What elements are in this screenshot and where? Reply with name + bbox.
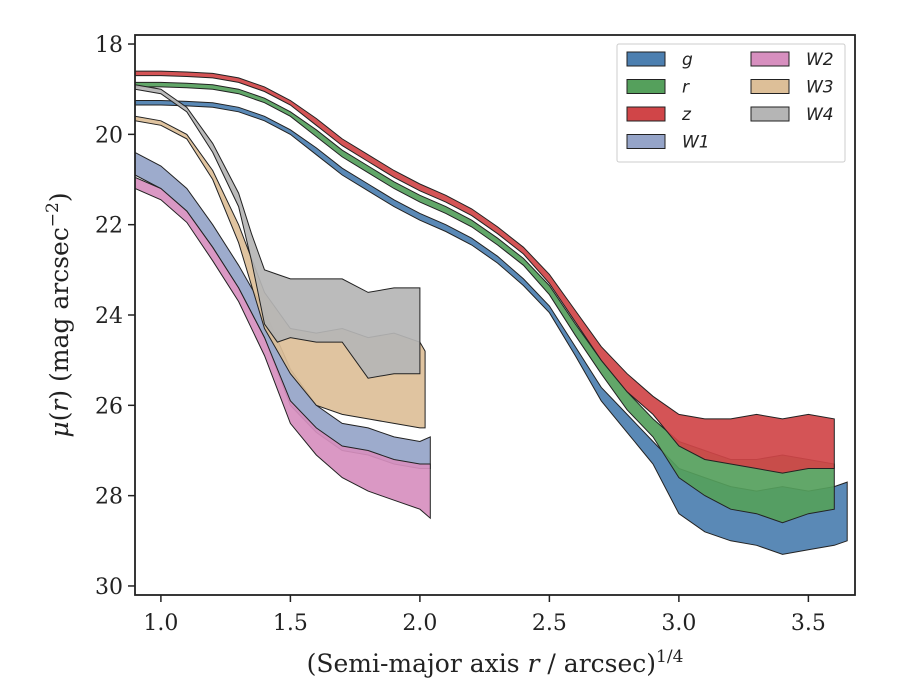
band-w2 — [135, 176, 431, 520]
legend-label: g — [682, 50, 693, 70]
legend-item-r: r — [626, 78, 690, 98]
bands-layer — [135, 70, 848, 555]
x-axis: 1.0 1.5 2.0 2.5 3.0 3.5 — [143, 595, 826, 636]
legend-swatch — [626, 134, 666, 149]
y-axis-label: μ(r) (mag arcsec−2) — [43, 192, 74, 437]
legend-item-w3: W3 — [750, 78, 834, 98]
y-tick-label: 20 — [95, 123, 123, 148]
legend-swatch — [626, 79, 666, 94]
band-w4 — [135, 84, 421, 379]
legend-label: W4 — [806, 105, 834, 125]
x-tick-label: 3.0 — [661, 611, 696, 636]
legend-swatch — [750, 106, 790, 122]
legend-label: r — [682, 78, 690, 98]
band-z — [135, 70, 835, 474]
x-tick-label: 3.5 — [791, 611, 826, 636]
legend-swatch — [750, 51, 790, 67]
legend-box — [616, 43, 846, 163]
legend-swatch — [750, 79, 790, 94]
legend-swatch — [626, 51, 666, 67]
y-tick-label: 28 — [95, 485, 123, 510]
legend-label: W1 — [682, 133, 710, 153]
legend-item-w4: W4 — [750, 105, 834, 125]
legend-item-w2: W2 — [750, 50, 834, 70]
legend: grz W1 W2 W3 W4 — [616, 43, 846, 163]
legend-label: z — [681, 105, 692, 125]
legend-swatch — [626, 106, 666, 122]
legend-label: W3 — [806, 78, 834, 98]
band-r — [135, 81, 835, 524]
legend-item-g: g — [626, 50, 693, 70]
x-axis-label: (Semi-major axis r / arcsec)1/4 — [307, 647, 684, 678]
y-axis: 18 20 22 24 26 28 30 — [95, 33, 135, 600]
x-tick-label: 2.5 — [532, 611, 567, 636]
y-tick-label: 26 — [95, 394, 123, 419]
x-tick-label: 2.0 — [402, 611, 437, 636]
y-tick-label: 22 — [95, 214, 123, 239]
legend-item-z: z — [626, 105, 692, 125]
y-tick-label: 30 — [95, 575, 123, 600]
x-tick-label: 1.5 — [273, 611, 308, 636]
y-tick-label: 18 — [95, 33, 123, 58]
legend-item-w1: W1 — [626, 133, 710, 153]
x-tick-label: 1.0 — [143, 611, 178, 636]
y-tick-label: 24 — [95, 304, 123, 329]
legend-label: W2 — [806, 50, 834, 70]
